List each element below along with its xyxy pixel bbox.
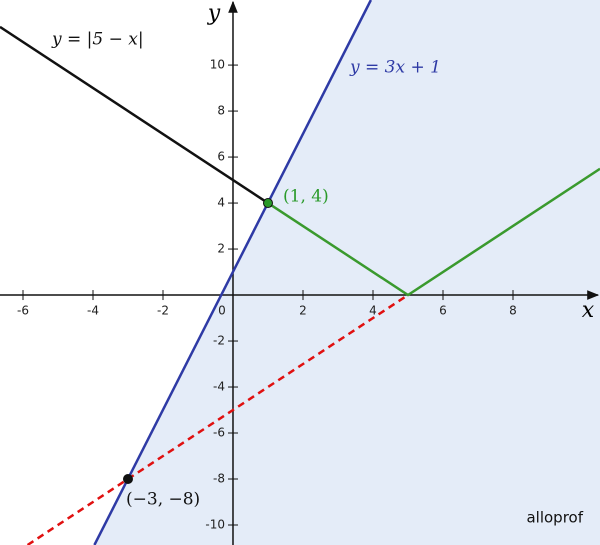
y-tick-label: 4 bbox=[217, 196, 225, 210]
x-tick-label: 6 bbox=[439, 304, 447, 318]
y-tick-label: -6 bbox=[213, 426, 225, 440]
point bbox=[262, 198, 273, 209]
point-label: (1, 4) bbox=[283, 187, 329, 207]
x-tick-label: -4 bbox=[87, 304, 99, 318]
equation-label: y = |5 − x| bbox=[51, 30, 144, 50]
y-tick-label: -4 bbox=[213, 380, 225, 394]
point bbox=[122, 474, 133, 485]
y-axis-label: y bbox=[207, 1, 221, 26]
line bbox=[93, 0, 373, 545]
x-tick-label: 8 bbox=[509, 304, 517, 318]
line bbox=[26, 293, 409, 545]
y-tick-label: 6 bbox=[217, 150, 225, 164]
point-label: (−3, −8) bbox=[126, 490, 200, 510]
y-tick-label: -2 bbox=[213, 334, 225, 348]
watermark: alloprof bbox=[526, 509, 583, 527]
equation-label: y = 3x + 1 bbox=[349, 58, 441, 78]
x-tick-label: 2 bbox=[299, 304, 307, 318]
x-tick-label: -6 bbox=[17, 304, 29, 318]
x-tick-label: -2 bbox=[157, 304, 169, 318]
x-tick-label: 4 bbox=[369, 304, 377, 318]
y-tick-label: 10 bbox=[210, 58, 225, 72]
x-axis-label: x bbox=[582, 298, 595, 323]
x-tick-label: 0 bbox=[218, 304, 226, 318]
y-tick-label: -8 bbox=[213, 472, 225, 486]
solution-region bbox=[94, 0, 600, 545]
line bbox=[267, 167, 600, 297]
y-tick-label: 8 bbox=[217, 104, 225, 118]
y-tick-label: 2 bbox=[217, 242, 225, 256]
line bbox=[0, 25, 269, 205]
y-tick-label: -10 bbox=[205, 517, 225, 531]
